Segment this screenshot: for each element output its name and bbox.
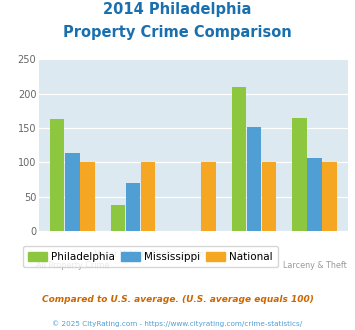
Bar (201, 162, 216, 231)
Bar (307, 158, 322, 231)
Bar (322, 162, 337, 231)
Text: Arson: Arson (182, 250, 205, 259)
Text: Larceny & Theft: Larceny & Theft (283, 261, 346, 270)
Bar (247, 127, 261, 231)
Bar (65, 153, 80, 231)
Bar (126, 183, 140, 231)
Bar (292, 118, 307, 231)
Text: All Property Crime: All Property Crime (36, 261, 109, 270)
Bar (110, 205, 125, 231)
Text: 2014 Philadelphia: 2014 Philadelphia (103, 2, 252, 16)
Bar (141, 162, 155, 231)
Bar (262, 162, 277, 231)
Text: Burglary: Burglary (237, 250, 271, 259)
Legend: Philadelphia, Mississippi, National: Philadelphia, Mississippi, National (23, 247, 278, 267)
Bar (80, 162, 95, 231)
Text: © 2025 CityRating.com - https://www.cityrating.com/crime-statistics/: © 2025 CityRating.com - https://www.city… (53, 320, 302, 327)
Bar (50, 119, 65, 231)
Text: Property Crime Comparison: Property Crime Comparison (63, 25, 292, 40)
Bar (231, 87, 246, 231)
Text: Compared to U.S. average. (U.S. average equals 100): Compared to U.S. average. (U.S. average … (42, 295, 313, 304)
Text: Motor Vehicle Theft: Motor Vehicle Theft (94, 250, 172, 259)
